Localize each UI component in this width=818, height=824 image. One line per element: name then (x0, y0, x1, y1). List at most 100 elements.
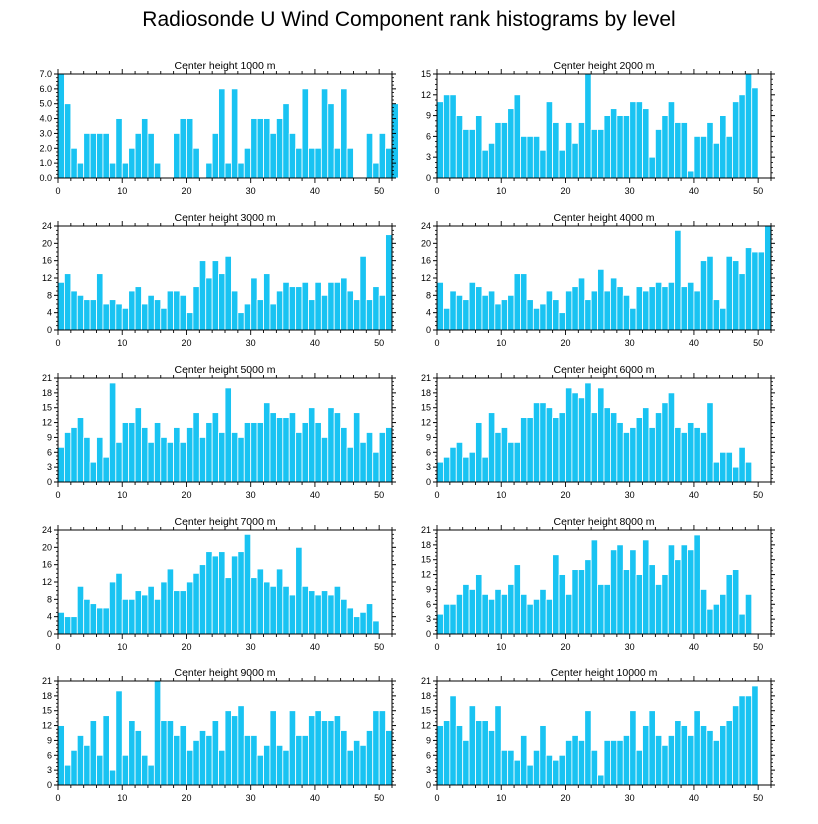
histogram-bar (102, 607, 110, 635)
histogram-bar (719, 115, 727, 179)
histogram-bar (500, 427, 509, 483)
histogram-bar (629, 427, 637, 483)
histogram-bar (648, 564, 656, 635)
histogram-bar (629, 710, 637, 786)
histogram-bar (751, 685, 759, 786)
histogram-bar (211, 555, 219, 635)
x-tick-label: 10 (117, 642, 127, 652)
x-tick-label: 20 (560, 642, 570, 652)
histogram-bar (648, 427, 656, 483)
histogram-bar (134, 133, 142, 179)
histogram-bar (365, 603, 374, 635)
x-tick-label: 20 (181, 338, 191, 348)
histogram-bar (597, 129, 605, 179)
x-tick-label: 0 (55, 793, 60, 803)
histogram-bar (539, 725, 547, 786)
histogram-bar (282, 103, 290, 179)
y-tick-label: 12 (421, 721, 431, 731)
y-tick-label: 6 (426, 447, 431, 457)
histogram-bar (597, 268, 605, 331)
y-tick-label: 18 (42, 691, 52, 701)
histogram-bar (327, 103, 335, 179)
histogram-bar (744, 593, 753, 635)
histogram-bar (121, 422, 130, 483)
histogram-bar (744, 247, 753, 331)
y-tick-label: 18 (421, 388, 431, 398)
histogram-bar (134, 590, 142, 635)
histogram-bar (513, 564, 521, 635)
y-tick-label: 4 (47, 612, 52, 622)
histogram-bar (301, 422, 309, 483)
y-tick-label: 15 (421, 69, 431, 79)
x-tick-label: 40 (310, 186, 320, 196)
y-tick-label: 15 (421, 403, 431, 413)
histogram-bar (128, 290, 136, 331)
histogram-bar (64, 273, 72, 331)
histogram-bar (301, 281, 309, 331)
histogram-bar (70, 616, 78, 635)
histogram-bar (192, 412, 200, 483)
x-tick-label: 0 (55, 186, 60, 196)
histogram-bar (577, 122, 586, 179)
histogram-bar (629, 101, 637, 179)
histogram-bar (539, 589, 547, 635)
x-tick-label: 10 (496, 642, 506, 652)
histogram-bar (584, 559, 592, 635)
x-tick-label: 20 (560, 490, 570, 500)
histogram-bar (295, 432, 303, 483)
histogram-bar (256, 568, 264, 635)
histogram-bar (295, 735, 303, 786)
histogram-bar (751, 87, 759, 179)
histogram-bar (269, 412, 277, 483)
histogram-bar (468, 129, 476, 179)
histogram-bar (494, 432, 502, 483)
histogram-bar (654, 412, 663, 483)
histogram-bar (365, 133, 374, 179)
histogram-bar (552, 299, 560, 331)
histogram-bar (346, 749, 354, 786)
histogram-bar (218, 551, 226, 635)
y-tick-label: 12 (421, 273, 431, 283)
histogram-bar (751, 251, 759, 331)
histogram-bar (725, 574, 733, 635)
histogram-bar (141, 118, 149, 179)
histogram-bar (642, 539, 650, 635)
histogram-bar (147, 133, 155, 179)
histogram-bar (642, 407, 650, 483)
histogram-bar (436, 101, 444, 179)
histogram-bar (520, 135, 528, 179)
histogram-bar (584, 382, 592, 483)
histogram-bar (353, 740, 361, 786)
y-tick-label: 12 (421, 570, 431, 580)
histogram-bar (224, 577, 232, 635)
histogram-bar (719, 725, 727, 786)
histogram-bar (552, 554, 560, 635)
histogram-bar (102, 715, 110, 786)
histogram-bar (654, 129, 663, 179)
histogram-bar (635, 101, 643, 179)
x-tick-label: 50 (753, 793, 763, 803)
histogram-bar (590, 749, 598, 786)
histogram-bar (622, 735, 631, 786)
x-tick-label: 30 (246, 186, 256, 196)
x-tick-label: 40 (689, 338, 699, 348)
histogram-bar (455, 441, 464, 483)
x-tick-label: 50 (374, 793, 384, 803)
x-tick-label: 10 (496, 186, 506, 196)
histogram-bar (616, 115, 624, 179)
histogram-bar (674, 229, 682, 331)
histogram-bar (494, 589, 502, 635)
histogram-bar (520, 593, 528, 635)
histogram-bar (462, 584, 470, 635)
histogram-bar (96, 607, 104, 635)
histogram-bar (237, 312, 245, 331)
x-tick-label: 20 (560, 186, 570, 196)
histogram-bar (269, 133, 277, 179)
x-tick-label: 40 (310, 338, 320, 348)
histogram-bar (674, 122, 682, 179)
histogram-bar (218, 88, 226, 179)
histogram-bar (552, 417, 560, 483)
histogram-bar (186, 312, 194, 331)
x-tick-label: 50 (374, 490, 384, 500)
histogram-bar (455, 725, 464, 786)
